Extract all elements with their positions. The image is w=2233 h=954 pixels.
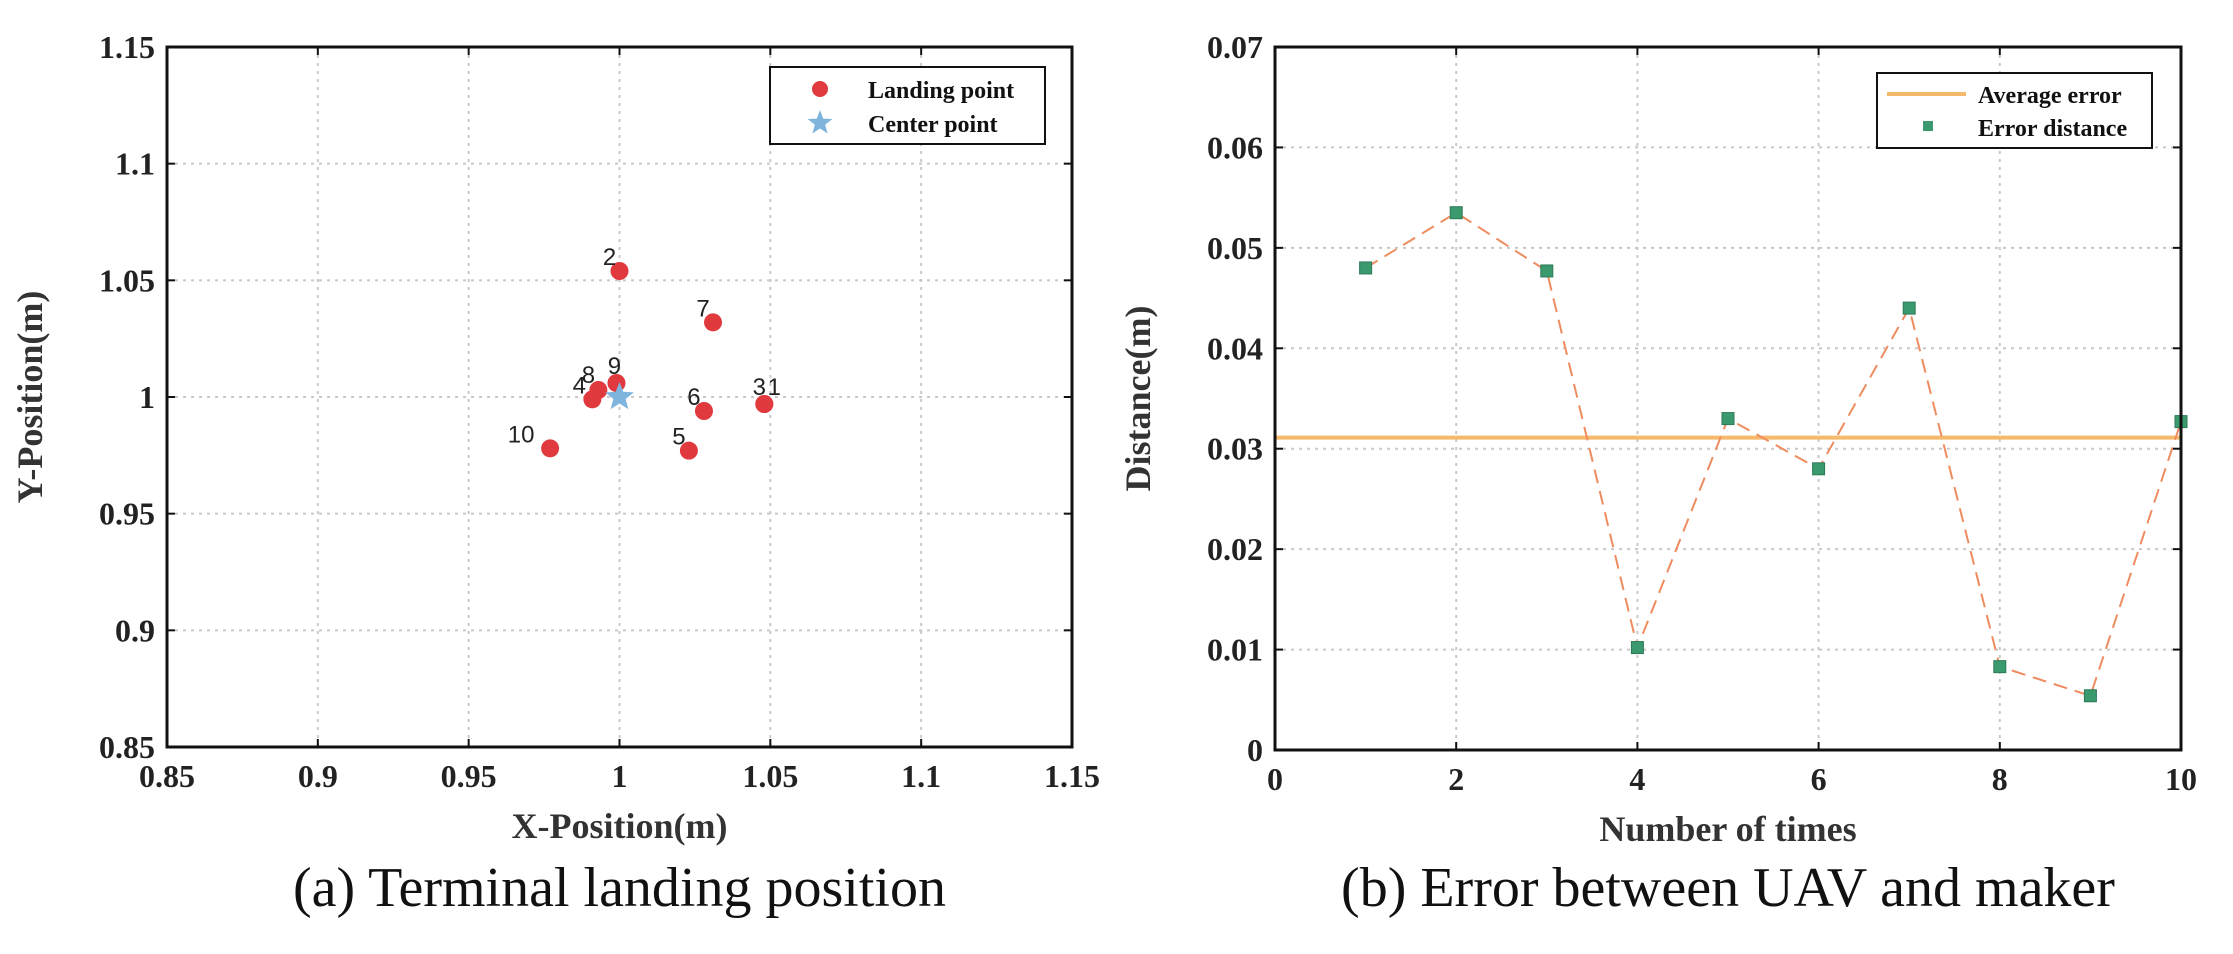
- chart-b-error-distance: 0 2 4 6 8 10 0 0.01 0.02 0.03 0.04 0.05 0.06 0.07 Num…: [1118, 29, 2197, 919]
- chart-a-x-axis-label: X-Position(m): [512, 806, 728, 846]
- landing-point-label: 3: [753, 374, 766, 401]
- error-distance-marker: [1359, 261, 1373, 275]
- landing-point-marker: [694, 402, 713, 420]
- y-tick-label: 0.9: [115, 612, 155, 648]
- landing-point-marker: [755, 395, 774, 413]
- landing-point-legend-marker: [812, 81, 828, 97]
- center-point-legend-marker: [807, 110, 833, 134]
- error-distance-marker: [1449, 206, 1463, 220]
- error-distance-line: [1365, 211, 2182, 698]
- landing-point-label: 9: [608, 353, 621, 380]
- chart-a-plot-area: 1 2 3 4 56 7 8 9 10: [508, 244, 781, 460]
- y-tick-label: 1.05: [99, 262, 155, 298]
- chart-b-ticks: 0 2 4 6 8 10 0 0.01 0.02 0.03 0.04 0.05 0.06 0.07: [1207, 29, 2197, 797]
- landing-point-label: 4: [573, 372, 586, 399]
- chart-a-ticks: 0.85 0.9 0.95 1 1.05 1.1 1.150.850.90.9511.051…: [99, 29, 1100, 794]
- y-tick-label: 0.01: [1207, 632, 1263, 668]
- y-tick-label: 0: [1247, 732, 1263, 768]
- error-distance-marker: [1812, 462, 1826, 476]
- y-tick-label: 0.02: [1207, 531, 1263, 567]
- landing-point-label: 7: [696, 295, 709, 322]
- error-distance-legend-label: Error distance: [1978, 116, 2127, 142]
- chart-b-plot-area: [1275, 206, 2188, 703]
- x-tick-label: 1.15: [1044, 758, 1100, 794]
- chart-b-axes-frame: [1273, 45, 2183, 752]
- landing-point-label: 5: [672, 424, 685, 451]
- y-tick-label: 0.07: [1207, 29, 1263, 65]
- chart-a-caption: (a) Terminal landing position: [293, 857, 946, 919]
- chart-b-y-axis-label: Distance(m): [1118, 306, 1158, 492]
- landing-point-marker: [589, 381, 608, 399]
- y-tick-label: 0.03: [1207, 431, 1263, 467]
- x-tick-label: 1.05: [742, 758, 798, 794]
- x-tick-label: 0.95: [441, 758, 497, 794]
- chart-b-legend-box: [1876, 72, 2153, 149]
- chart-a-grid: [167, 47, 1072, 747]
- chart-b-grid: [1275, 47, 2181, 750]
- chart-a-landing-position: 1 2 3 4 56 7 8 9 10 0.85 0.9 0.95 1 1.05 1.1 1.15 0.85 0…: [10, 29, 1100, 919]
- chart-a-legend: Landing point Center point: [769, 66, 1046, 145]
- error-distance-legend-marker: [1923, 121, 1933, 131]
- chart-b-x-axis-label: Number of times: [1599, 809, 1856, 849]
- x-tick-label: 1.1: [901, 758, 941, 794]
- landing-point-label: 8: [582, 362, 595, 389]
- x-tick-label: 10: [2165, 761, 2197, 797]
- x-tick-label: 0.85: [139, 758, 195, 794]
- chart-b-caption: (b) Error between UAV and maker: [1341, 857, 2115, 919]
- error-distance-marker: [1993, 660, 2007, 674]
- landing-point-label: 10: [508, 421, 535, 448]
- y-tick-label: 1: [139, 379, 155, 415]
- x-tick-label: 8: [1992, 761, 2008, 797]
- landing-point-label: 2: [603, 244, 616, 271]
- chart-a-y-axis-label: Y-Position(m): [10, 291, 50, 504]
- y-tick-label: 0.04: [1207, 330, 1263, 366]
- center-point-legend-label: Center point: [868, 112, 998, 138]
- x-tick-label: 4: [1629, 761, 1645, 797]
- x-tick-label: 0.9: [298, 758, 338, 794]
- error-distance-marker: [2083, 689, 2097, 703]
- y-tick-label: 0.05: [1207, 230, 1263, 266]
- error-distance-marker: [1630, 641, 1644, 655]
- landing-point-marker: [679, 441, 698, 460]
- y-tick-label: 0.85: [99, 729, 155, 765]
- y-tick-label: 0.06: [1207, 129, 1263, 165]
- landing-point-marker: [541, 439, 560, 458]
- x-tick-label: 2: [1448, 761, 1464, 797]
- x-tick-label: 6: [1811, 761, 1827, 797]
- x-tick-label: 0: [1267, 761, 1283, 797]
- landing-point-label: 6: [687, 384, 700, 411]
- x-tick-label: 1: [612, 758, 628, 794]
- y-tick-label: 1.1: [115, 146, 155, 182]
- chart-b-legend: Average error Error distance: [1876, 72, 2153, 149]
- landing-point-legend-label: Landing point: [868, 78, 1014, 104]
- y-tick-label: 0.95: [99, 496, 155, 532]
- error-distance-marker: [1540, 264, 1554, 278]
- y-tick-label: 1.15: [99, 29, 155, 65]
- error-distance-marker: [1902, 301, 1916, 315]
- landing-point-label: 1: [768, 374, 781, 401]
- landing-point-marker: [610, 262, 629, 280]
- landing-point-marker: [704, 313, 723, 332]
- average-error-legend-label: Average error: [1978, 83, 2122, 109]
- center-point-marker: [605, 382, 634, 410]
- error-distance-marker: [1721, 412, 1735, 426]
